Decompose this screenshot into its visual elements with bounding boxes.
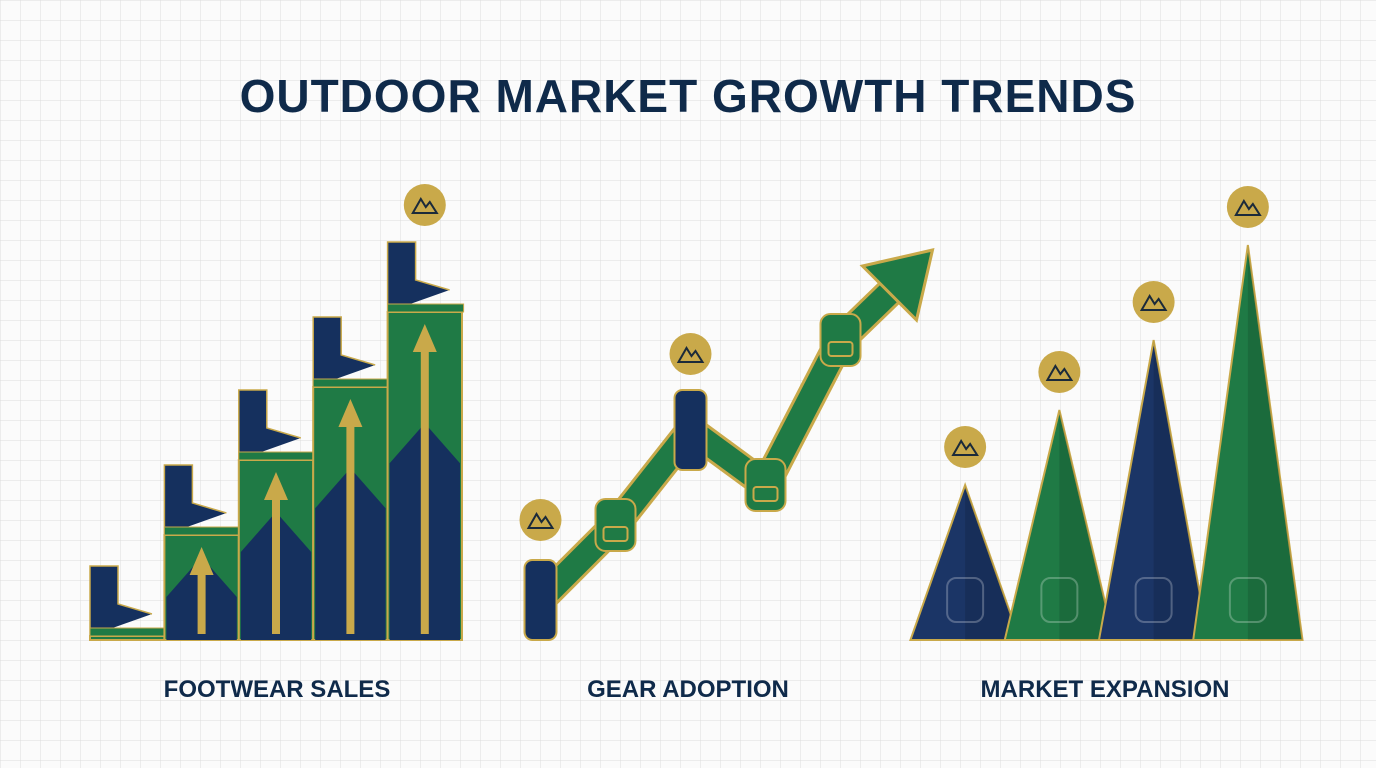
pack-icon xyxy=(744,458,787,512)
pack-pocket xyxy=(752,486,779,502)
icon xyxy=(411,197,439,214)
bar-arrow xyxy=(264,472,288,634)
icon xyxy=(1139,294,1168,311)
arrow-head xyxy=(859,248,935,323)
icon xyxy=(526,512,555,529)
triangle-shade xyxy=(965,485,1020,640)
chart-label: FOOTWEAR SALES xyxy=(164,676,391,703)
boot-sole xyxy=(163,526,241,536)
bar-arrow xyxy=(412,324,437,634)
bar-arrow xyxy=(189,547,214,634)
pack-pocket xyxy=(602,526,629,542)
boot-sole xyxy=(238,451,316,461)
bar xyxy=(89,635,166,641)
chart-label: MARKET EXPANSION xyxy=(981,676,1230,703)
boot-icon xyxy=(386,241,450,312)
boot-icon xyxy=(89,565,153,636)
pack-pocket xyxy=(827,341,854,357)
pack-ghost xyxy=(1228,577,1267,623)
boot-sole xyxy=(387,303,465,313)
triangle xyxy=(1003,409,1116,641)
bottle-icon xyxy=(523,559,558,641)
page-title: OUTDOOR MARKET GROWTH TRENDS xyxy=(240,70,1137,122)
triangle xyxy=(1097,339,1210,641)
icon xyxy=(951,439,979,456)
pack-ghost xyxy=(1134,577,1173,623)
boot-sole xyxy=(312,378,390,388)
boot-icon xyxy=(312,316,376,387)
triangle xyxy=(1192,244,1304,641)
pack-ghost xyxy=(946,577,985,623)
triangle xyxy=(909,481,1022,641)
pack-ghost xyxy=(1040,577,1079,623)
bar-arrow xyxy=(338,399,363,634)
pack-icon xyxy=(819,313,862,367)
icon xyxy=(1234,199,1262,216)
icon xyxy=(1045,364,1074,381)
boot-icon xyxy=(238,389,302,460)
icon xyxy=(676,346,705,363)
bottle-icon xyxy=(673,389,708,471)
boot-icon xyxy=(163,464,227,535)
chart-label: GEAR ADOPTION xyxy=(587,676,789,703)
pack-icon xyxy=(594,498,637,552)
boot-sole xyxy=(89,627,167,637)
